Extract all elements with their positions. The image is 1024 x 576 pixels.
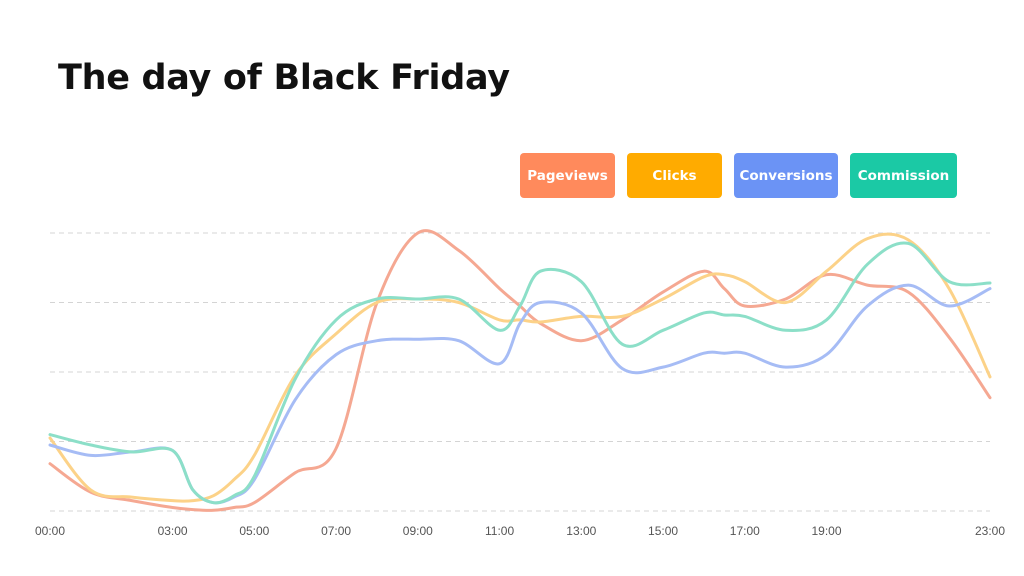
legend-commission[interactable]: Commission — [850, 153, 957, 198]
x-tick-label: 13:00 — [566, 524, 596, 538]
series-line-commission — [48, 241, 992, 505]
x-tick-label: 00:00 — [35, 524, 65, 538]
x-tick-label: 23:00 — [975, 524, 1005, 538]
x-tick-label: 03:00 — [158, 524, 188, 538]
x-tick-label: 07:00 — [321, 524, 351, 538]
chart-title: The day of Black Friday — [58, 58, 510, 98]
x-tick-label: 05:00 — [239, 524, 269, 538]
legend-clicks[interactable]: Clicks — [627, 153, 722, 198]
x-tick-label: 19:00 — [812, 524, 842, 538]
legend-pageviews[interactable]: Pageviews — [520, 153, 615, 198]
series-line-pageviews — [48, 229, 992, 512]
legend-conversions[interactable]: Conversions — [734, 153, 838, 198]
x-tick-label: 11:00 — [485, 524, 514, 538]
x-tick-label: 17:00 — [730, 524, 760, 538]
x-tick-label: 09:00 — [403, 524, 433, 538]
x-tick-label: 15:00 — [648, 524, 678, 538]
series-line-clicks — [48, 232, 992, 503]
series-line-conversions — [48, 283, 992, 505]
chart-legend: Pageviews Clicks Conversions Commission — [520, 153, 957, 198]
